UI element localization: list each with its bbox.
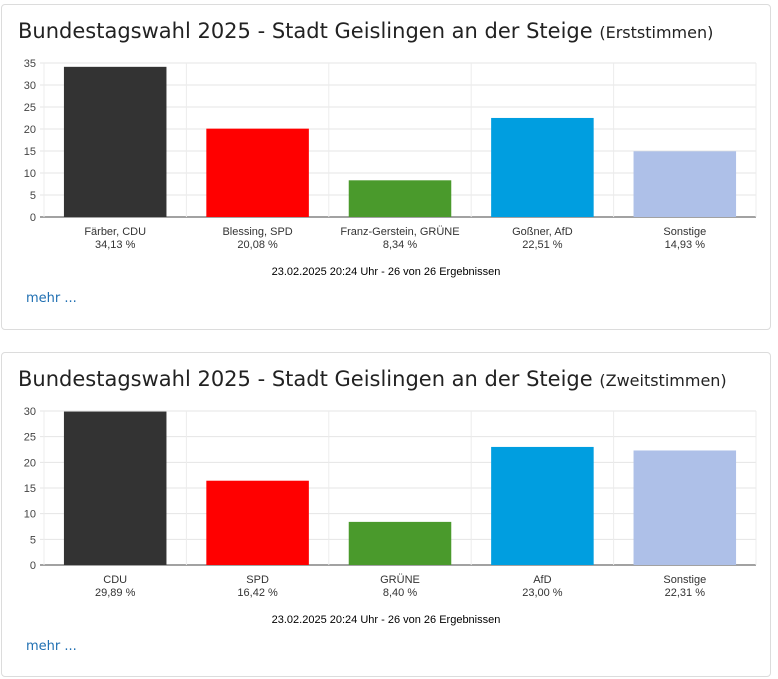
category-label: GRÜNE: [380, 574, 420, 586]
value-label: 23,00 %: [522, 587, 563, 599]
bar: [633, 151, 737, 217]
chart-footnote: 23.02.2025 20:24 Uhr - 26 von 26 Ergebni…: [272, 614, 501, 626]
y-tick-label: 15: [24, 146, 36, 158]
chart-footnote: 23.02.2025 20:24 Uhr - 26 von 26 Ergebni…: [272, 266, 501, 278]
value-label: 16,42 %: [237, 587, 278, 599]
panel-title: Bundestagswahl 2025 - Stadt Geislingen a…: [18, 19, 713, 43]
y-tick-label: 5: [30, 534, 36, 546]
bar: [491, 446, 594, 565]
y-tick-label: 10: [24, 168, 36, 180]
category-label: Sonstige: [663, 226, 706, 238]
y-tick-label: 25: [24, 102, 36, 114]
value-label: 14,93 %: [665, 239, 706, 251]
y-tick-label: 15: [24, 483, 36, 495]
category-label: Goßner, AfD: [512, 226, 573, 238]
bar: [633, 450, 737, 565]
category-label: SPD: [246, 574, 269, 586]
zweitstimmen-panel: Bundestagswahl 2025 - Stadt Geislingen a…: [1, 352, 771, 677]
more-link[interactable]: mehr ...: [26, 291, 77, 306]
y-tick-label: 25: [24, 432, 36, 444]
y-tick-label: 30: [24, 80, 36, 92]
panel-title-text: Bundestagswahl 2025 - Stadt Geislingen a…: [18, 19, 593, 43]
bar: [348, 180, 452, 217]
value-label: 22,31 %: [665, 587, 706, 599]
bar: [206, 480, 309, 565]
value-label: 8,34 %: [383, 239, 417, 251]
panel-subtitle: (Erststimmen): [599, 23, 714, 42]
bar: [63, 66, 167, 217]
value-label: 20,08 %: [237, 239, 278, 251]
value-label: 34,13 %: [95, 239, 136, 251]
category-label: Blessing, SPD: [222, 226, 292, 238]
value-label: 29,89 %: [95, 587, 136, 599]
y-tick-label: 10: [24, 509, 36, 521]
category-label: Färber, CDU: [84, 226, 146, 238]
panel-subtitle: (Zweitstimmen): [599, 371, 727, 390]
bar: [348, 521, 452, 565]
y-tick-label: 35: [24, 58, 36, 70]
panel-title-text: Bundestagswahl 2025 - Stadt Geislingen a…: [18, 367, 593, 391]
panel-title: Bundestagswahl 2025 - Stadt Geislingen a…: [18, 367, 727, 391]
bar: [206, 128, 309, 217]
erststimmen-panel: Bundestagswahl 2025 - Stadt Geislingen a…: [1, 4, 771, 330]
y-tick-label: 0: [30, 560, 36, 572]
category-label: Franz-Gerstein, GRÜNE: [340, 226, 459, 238]
y-tick-label: 0: [30, 212, 36, 224]
y-tick-label: 30: [24, 406, 36, 418]
y-tick-label: 20: [24, 124, 36, 136]
y-tick-label: 20: [24, 457, 36, 469]
category-label: CDU: [103, 574, 127, 586]
more-link[interactable]: mehr ...: [26, 639, 77, 654]
category-label: Sonstige: [663, 574, 706, 586]
bar: [491, 117, 594, 217]
category-label: AfD: [533, 574, 551, 586]
value-label: 22,51 %: [522, 239, 563, 251]
value-label: 8,40 %: [383, 587, 417, 599]
bar: [63, 411, 167, 565]
y-tick-label: 5: [30, 190, 36, 202]
